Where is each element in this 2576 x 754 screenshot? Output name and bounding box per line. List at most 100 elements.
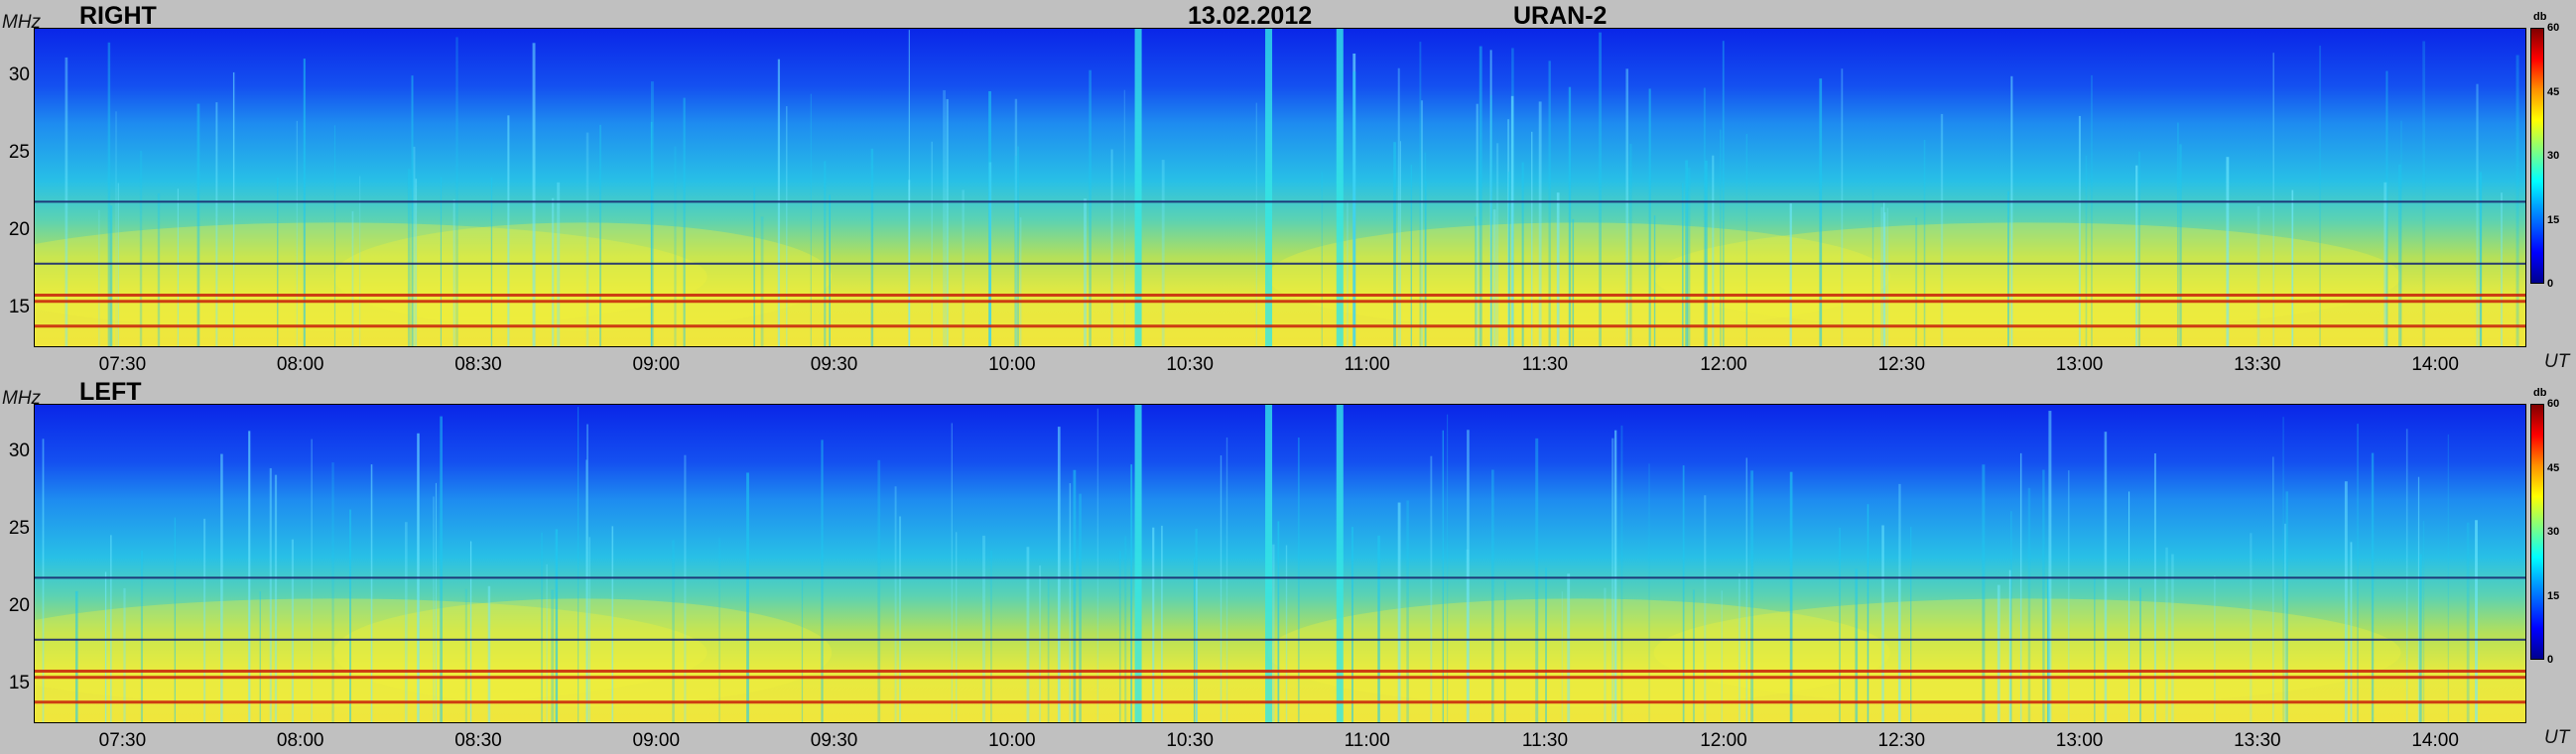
x-tick-label: 08:00 <box>276 730 324 751</box>
interference-streak <box>989 550 992 722</box>
interference-streak <box>943 89 947 346</box>
emission-region <box>333 598 833 707</box>
burst-column <box>1336 29 1344 346</box>
interference-streak <box>464 588 467 722</box>
y-tick-label: 25 <box>8 517 30 539</box>
interference-streak <box>1057 427 1061 722</box>
interference-streak <box>2091 74 2093 346</box>
interference-streak <box>1161 525 1163 722</box>
interference-streak <box>196 103 200 346</box>
interference-streak <box>1625 68 1629 346</box>
interference-streak <box>1399 141 1401 346</box>
interference-streak <box>413 146 416 346</box>
interference-streak <box>2250 533 2253 722</box>
interference-streak <box>2085 155 2088 346</box>
interference-streak <box>1923 139 1926 346</box>
interference-streak <box>672 540 675 722</box>
interference-streak <box>104 571 107 722</box>
interference-streak <box>177 188 179 346</box>
interference-streak <box>650 121 653 346</box>
interference-streak <box>2165 547 2168 722</box>
interference-streak <box>1819 78 1823 346</box>
interference-streak <box>2046 576 2050 722</box>
panel-title: RIGHT <box>79 2 157 30</box>
interference-streak <box>1685 160 1689 346</box>
interference-streak <box>2010 511 2012 722</box>
colorbar-tick-label: 30 <box>2547 526 2560 538</box>
interference-streak <box>1704 495 1707 722</box>
x-tick-label: 13:30 <box>2234 730 2281 751</box>
interference-streak <box>1538 101 1542 346</box>
x-tick-label: 13:30 <box>2234 354 2281 375</box>
interference-streak <box>1084 198 1088 346</box>
interference-streak <box>440 177 443 346</box>
interference-streak <box>1982 464 1986 722</box>
interference-streak <box>585 459 588 722</box>
interference-streak <box>578 407 580 722</box>
interference-streak <box>684 454 687 722</box>
interference-streak <box>821 440 824 722</box>
x-tick-label: 09:30 <box>810 730 858 751</box>
interference-streak <box>1739 573 1740 722</box>
interference-streak <box>1195 577 1198 722</box>
x-tick-label: 09:30 <box>810 354 858 375</box>
interference-streak <box>551 197 555 346</box>
interference-streak <box>2010 75 2013 346</box>
x-tick-label: 11:00 <box>1344 354 1390 375</box>
interference-streak <box>532 43 536 346</box>
interference-streak <box>1073 469 1077 722</box>
interference-streak <box>1220 455 1223 722</box>
interference-line <box>35 300 2525 304</box>
interference-streak <box>894 486 897 722</box>
x-tick-label: 12:30 <box>1877 354 1926 375</box>
interference-streak <box>1019 217 1022 346</box>
colorbar-label: db <box>2533 11 2547 23</box>
interference-line <box>35 669 2525 673</box>
interference-streak <box>2139 587 2141 722</box>
interference-streak <box>2127 491 2130 722</box>
y-tick-label: 20 <box>8 218 30 240</box>
interference-streak <box>1503 580 1506 722</box>
x-tick-label: 10:00 <box>988 354 1036 375</box>
interference-streak <box>1915 217 1918 346</box>
interference-streak <box>1255 102 1257 346</box>
interference-streak <box>215 102 218 346</box>
interference-streak <box>1897 576 1901 722</box>
interference-line <box>35 324 2525 328</box>
interference-streak <box>1855 568 1859 722</box>
interference-streak <box>2476 83 2479 346</box>
interference-line <box>35 262 2525 265</box>
interference-streak <box>1507 172 1511 346</box>
interference-streak <box>1880 206 1883 346</box>
interference-streak <box>1620 425 1623 722</box>
interference-streak <box>1406 500 1409 722</box>
interference-streak <box>1130 464 1133 722</box>
interference-streak <box>2138 151 2140 346</box>
interference-streak <box>2385 70 2388 346</box>
x-tick-label: 14:00 <box>2411 730 2459 751</box>
interference-streak <box>1352 71 1356 346</box>
interference-streak <box>786 106 788 346</box>
interference-streak <box>760 216 764 346</box>
interference-streak <box>1410 165 1413 346</box>
interference-streak <box>718 538 720 722</box>
interference-streak <box>269 467 272 722</box>
interference-streak <box>435 482 437 722</box>
interference-streak <box>555 529 559 722</box>
emission-region <box>1267 598 1890 707</box>
interference-streak <box>109 205 113 346</box>
interference-streak <box>333 125 336 346</box>
interference-streak <box>829 194 831 346</box>
interference-streak <box>1507 119 1510 346</box>
interference-streak <box>1556 192 1560 346</box>
interference-streak <box>1110 149 1113 346</box>
interference-streak <box>2284 523 2286 722</box>
emission-region <box>333 222 833 331</box>
interference-streak <box>2068 470 2070 722</box>
interference-streak <box>1687 168 1691 346</box>
spectrogram-plot <box>34 404 2526 723</box>
interference-streak <box>877 459 881 722</box>
emission-region <box>35 222 708 331</box>
interference-streak <box>469 541 472 722</box>
interference-line <box>35 638 2525 641</box>
